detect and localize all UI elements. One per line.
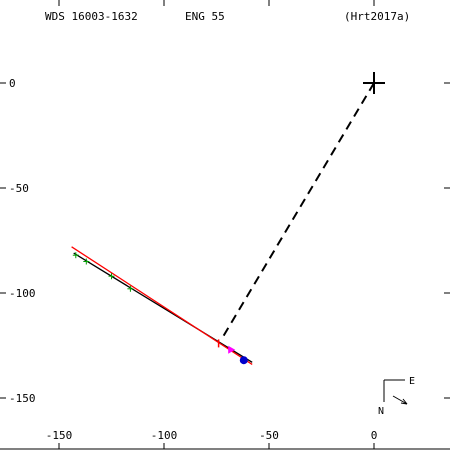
header-designation: WDS 16003-1632 — [45, 10, 138, 23]
orbit-line-red — [71, 246, 253, 365]
header-discoverer: ENG 55 — [185, 10, 225, 23]
compass-north-label: N — [378, 406, 384, 417]
y-tick-label: 0 — [9, 77, 16, 90]
x-tick-label: -50 — [259, 429, 279, 442]
motion-direction-arrow — [392, 395, 408, 405]
data-series-group — [71, 72, 385, 365]
header-reference: (Hrt2017a) — [344, 10, 410, 23]
measurement-triangle — [228, 345, 236, 354]
y-tick-label: -150 — [9, 392, 36, 405]
motion-direction-arrowhead — [400, 398, 408, 405]
x-tick-label: -100 — [151, 429, 178, 442]
compass-rose: E N — [378, 376, 415, 417]
measurement-circle — [239, 356, 248, 365]
y-tick-label: -50 — [9, 182, 29, 195]
y-tick-label: -100 — [9, 287, 36, 300]
orbit-line-black — [73, 252, 253, 363]
compass-east-label: E — [409, 376, 415, 387]
x-tick-label: 0 — [371, 429, 378, 442]
x-tick-label: -150 — [46, 429, 73, 442]
periastron-dashed-line — [221, 82, 375, 338]
